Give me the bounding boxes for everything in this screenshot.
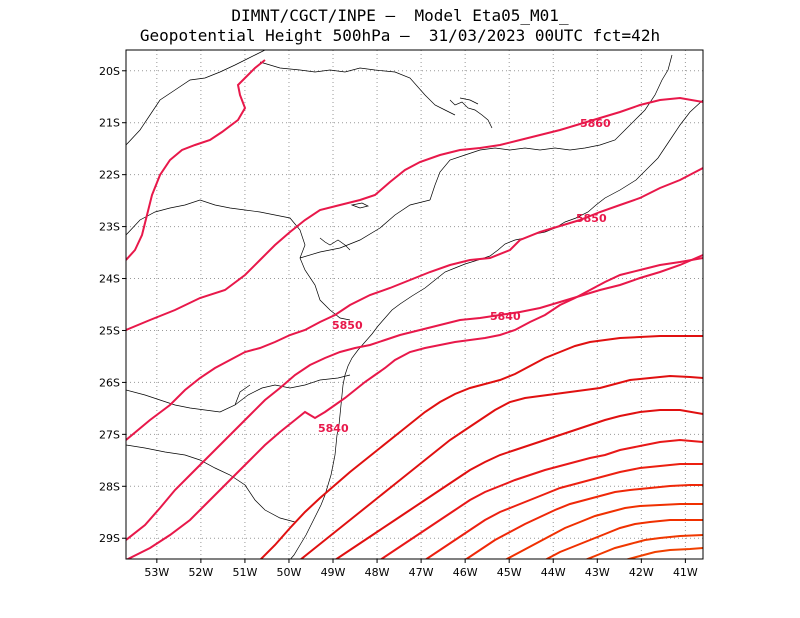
x-tick-label: 43W [585, 566, 610, 579]
x-axis: 53W 52W 51W 50W 49W 48W 47W 46W 45W 44W 43W 42W 41W [144, 559, 698, 579]
y-tick-label: 25S [99, 324, 120, 337]
contour-label-5850-east: 5850 [576, 212, 607, 225]
contour-red-9 [584, 534, 703, 559]
contour-5850 [126, 167, 703, 441]
contour-label-5860: 5860 [580, 117, 611, 130]
y-tick-label: 29S [99, 532, 120, 545]
x-tick-label: 53W [144, 566, 169, 579]
contour-5860-west [126, 59, 266, 261]
x-tick-label: 51W [232, 566, 257, 579]
contour-label-5840-west: 5840 [318, 422, 349, 435]
contour-red-3 [334, 409, 703, 559]
contour-red-4 [379, 438, 703, 559]
coastline [290, 99, 703, 559]
contour-red-2 [299, 374, 703, 559]
x-tick-label: 52W [188, 566, 213, 579]
lake-sp [319, 237, 351, 251]
contour-red-7 [504, 503, 703, 559]
contour-5830 [126, 257, 703, 559]
x-tick-label: 44W [541, 566, 566, 579]
state-border-pr [126, 374, 351, 523]
boundaries [126, 50, 703, 559]
state-border-sp [126, 199, 431, 321]
map-title-line2: Geopotential Height 500hPa – 31/03/2023 … [139, 26, 661, 45]
x-tick-label: 50W [277, 566, 302, 579]
contour-5840 [126, 254, 703, 541]
x-tick-label: 41W [673, 566, 698, 579]
y-tick-label: 24S [99, 273, 120, 286]
y-tick-label: 20S [99, 65, 120, 78]
island-1 [350, 202, 370, 209]
contour-red-10 [624, 547, 703, 559]
map-frame [125, 49, 704, 560]
map-title-line1: DIMNT/CGCT/INPE – Model Eta05_M01_ [231, 6, 569, 25]
state-border-north [126, 50, 456, 146]
y-tick-label: 27S [99, 428, 120, 441]
contour-red-1 [259, 335, 703, 559]
y-axis: 20S 21S 22S 23S 24S 25S 26S 27S 28S 29S [99, 65, 126, 545]
y-tick-label: 26S [99, 376, 120, 389]
contour-lines [126, 59, 703, 559]
y-tick-label: 21S [99, 117, 120, 130]
contour-red-5 [424, 463, 703, 559]
contour-red-8 [544, 519, 703, 559]
lake-ilha [449, 97, 493, 129]
contour-label-5850-west: 5850 [332, 319, 363, 332]
x-tick-label: 46W [453, 566, 478, 579]
contour-labels: 5860 5850 5840 5850 5840 [318, 117, 611, 435]
y-tick-label: 28S [99, 480, 120, 493]
gridlines [126, 50, 703, 559]
x-tick-label: 47W [409, 566, 434, 579]
y-tick-label: 22S [99, 169, 120, 182]
x-tick-label: 49W [321, 566, 346, 579]
x-tick-label: 48W [365, 566, 390, 579]
x-tick-label: 45W [497, 566, 522, 579]
contour-label-5840-east: 5840 [490, 310, 521, 323]
state-border-mg [429, 54, 673, 201]
contour-red-6 [464, 484, 703, 559]
x-tick-label: 42W [629, 566, 654, 579]
y-tick-label: 23S [99, 221, 120, 234]
contour-5860-north [126, 96, 703, 331]
